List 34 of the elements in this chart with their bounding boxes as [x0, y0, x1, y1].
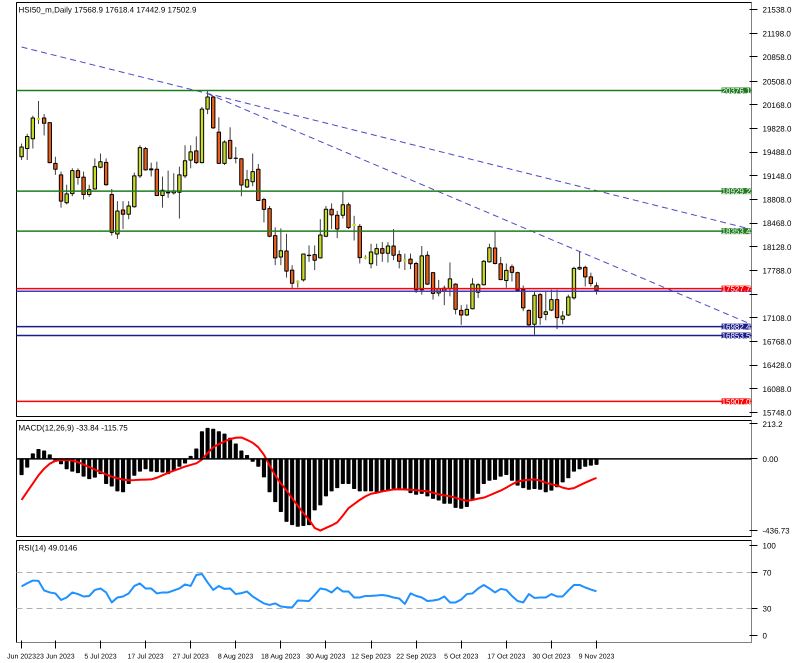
- chart-title: RSI(14) 49.0146: [18, 544, 78, 552]
- y-tick-label: 213.2: [762, 420, 784, 429]
- y-tick-label: 17108.0: [762, 314, 792, 323]
- chart-title: MACD(12,26,9) -33.84 -115.75: [18, 424, 128, 432]
- y-tick-label: 16428.0: [762, 361, 792, 370]
- ref-line-label: 18353.4: [722, 227, 752, 236]
- ref-line-label: 16982.4: [722, 322, 752, 332]
- chart-title: HSI50_m,Daily 17568.9 17618.4 17442.9 17502.9: [18, 6, 197, 14]
- y-tick-label: 18468.0: [762, 219, 792, 228]
- y-tick-label: 18128.0: [762, 242, 792, 252]
- y-tick-label: 21198.0: [762, 29, 792, 38]
- y-tick-label: 16768.0: [762, 337, 792, 346]
- y-tick-label: 21538.0: [762, 6, 792, 15]
- y-tick-label: 20168.0: [762, 100, 792, 110]
- ref-line-label: 16853.5: [722, 332, 752, 341]
- y-tick-label: 20508.0: [762, 77, 792, 86]
- ref-line-label: 17527.7: [722, 284, 752, 294]
- y-tick-label: 19488.0: [762, 148, 792, 158]
- y-tick-label: 16088.0: [762, 384, 792, 394]
- ref-line-label: 18929.2: [722, 187, 752, 196]
- y-tick-label: -436.73: [762, 526, 790, 536]
- y-tick-label: 0: [762, 631, 768, 640]
- ref-line-label: 20376.1: [722, 86, 752, 96]
- y-tick-label: 20858.0: [762, 52, 792, 62]
- y-tick-label: 19148.0: [762, 172, 792, 181]
- y-tick-label: 18808.0: [762, 196, 792, 205]
- y-tick-label: 100: [762, 541, 776, 550]
- y-tick-label: 17788.0: [762, 266, 792, 276]
- ref-line-label: 15907.0: [722, 397, 752, 406]
- y-tick-label: 15748.0: [762, 408, 792, 418]
- y-tick-label: 30: [762, 604, 772, 614]
- y-tick-label: 0.00: [762, 454, 779, 464]
- y-tick-label: 19828.0: [762, 124, 792, 134]
- y-tick-label: 70: [762, 568, 772, 578]
